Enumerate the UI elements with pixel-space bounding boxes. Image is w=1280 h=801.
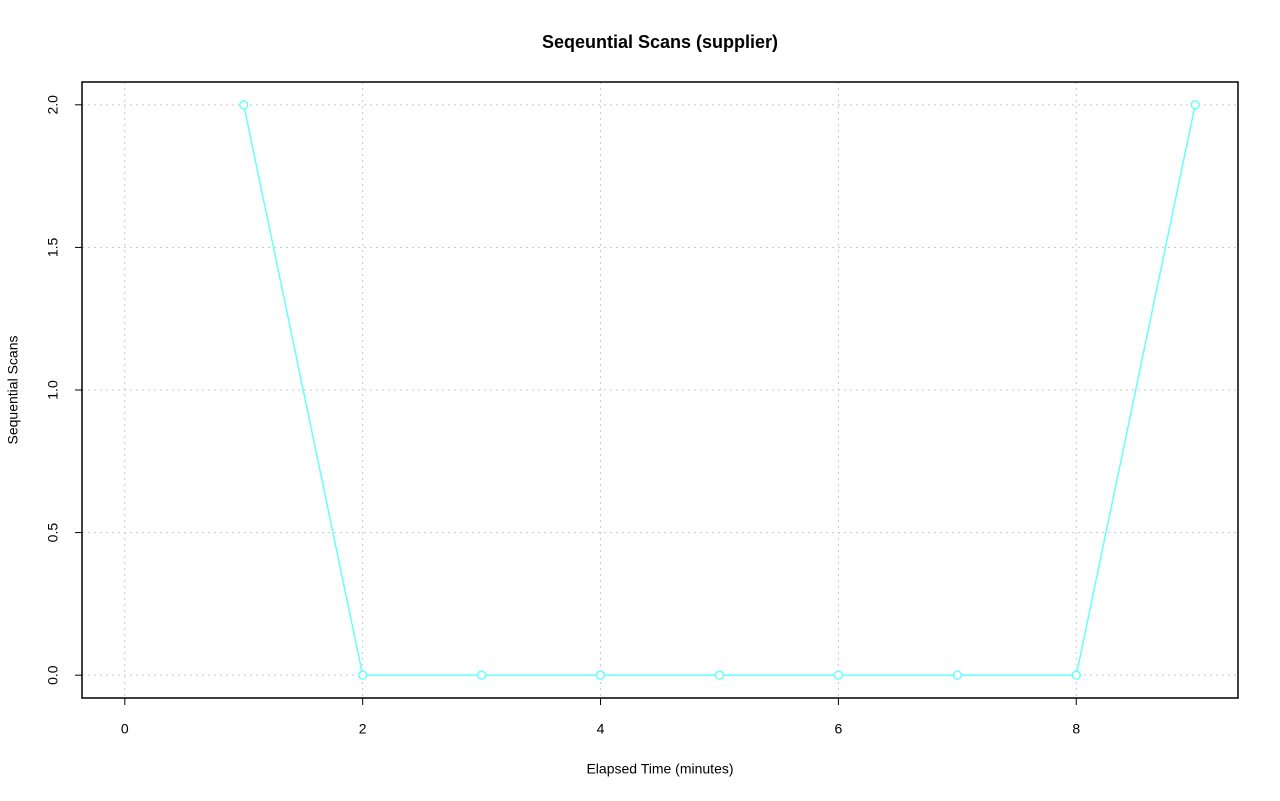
y-tick-label: 0.5 bbox=[45, 523, 61, 543]
x-tick-label: 2 bbox=[359, 721, 367, 737]
data-point bbox=[357, 670, 368, 680]
data-point bbox=[1190, 100, 1200, 110]
data-point bbox=[476, 670, 487, 680]
y-tick-label: 1.5 bbox=[45, 237, 61, 257]
x-tick-label: 4 bbox=[597, 721, 605, 737]
data-point bbox=[595, 670, 606, 680]
x-tick-label: 8 bbox=[1072, 721, 1080, 737]
x-axis-label: Elapsed Time (minutes) bbox=[586, 761, 733, 777]
x-tick-label: 0 bbox=[121, 721, 129, 737]
y-tick-label: 0.0 bbox=[45, 665, 61, 685]
data-point bbox=[1071, 670, 1082, 680]
y-axis-label: Sequential Scans bbox=[5, 336, 21, 445]
y-tick-label: 1.0 bbox=[45, 380, 61, 400]
data-point bbox=[952, 670, 963, 680]
data-point bbox=[714, 670, 725, 680]
data-point bbox=[238, 100, 249, 110]
data-point bbox=[833, 670, 844, 680]
plot-frame bbox=[81, 81, 1239, 699]
x-tick-label: 6 bbox=[834, 721, 842, 737]
y-tick-label: 2.0 bbox=[45, 95, 61, 115]
chart-title: Seqeuntial Scans (supplier) bbox=[542, 32, 778, 52]
